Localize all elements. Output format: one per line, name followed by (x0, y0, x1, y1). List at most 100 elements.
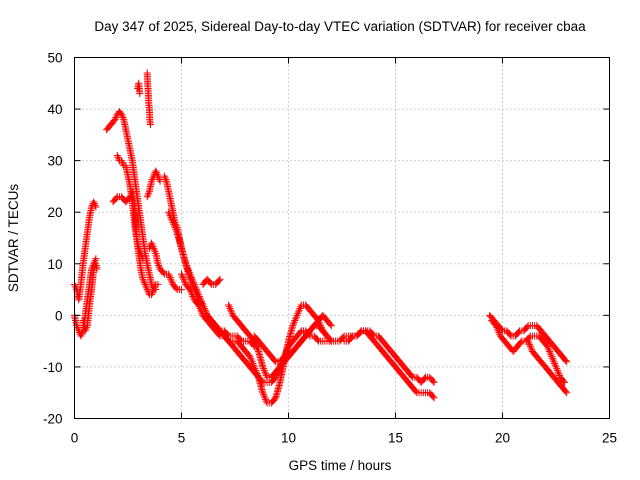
x-tick-label: 10 (281, 431, 296, 446)
data-point (188, 291, 196, 299)
data-point (171, 224, 179, 232)
data-point (227, 308, 235, 316)
y-tick-label: 50 (47, 51, 62, 66)
data-point (292, 313, 300, 321)
data-point (186, 275, 194, 283)
data-point (279, 354, 287, 362)
data-point (155, 263, 163, 271)
data-point (555, 370, 563, 378)
data-point (492, 322, 500, 330)
data-point (170, 220, 178, 228)
y-tick-labels: -20 -10 0 10 20 30 40 50 (43, 51, 63, 427)
series-satellite-track-7 (134, 79, 144, 98)
data-point (168, 215, 176, 223)
data-point (110, 117, 118, 125)
data-point (150, 284, 158, 292)
data-point (561, 378, 569, 386)
data-point (167, 275, 175, 283)
data-point (259, 363, 267, 371)
data-point (156, 177, 164, 185)
data-point (173, 227, 181, 235)
data-point (82, 325, 90, 333)
series-satellite-track-20 (488, 317, 569, 386)
data-point (295, 306, 303, 314)
data-point (165, 210, 173, 218)
data-point (189, 282, 197, 290)
data-point (136, 90, 144, 98)
data-point (148, 177, 156, 185)
data-point (168, 277, 176, 285)
data-point (551, 359, 559, 367)
series-satellite-track-14 (199, 275, 224, 288)
x-tick-label: 15 (388, 431, 403, 446)
data-point (206, 279, 214, 287)
data-point (170, 222, 178, 230)
data-point (526, 342, 534, 350)
data-point (493, 323, 501, 331)
data-point (259, 389, 267, 397)
series-satellite-track-9 (143, 167, 164, 201)
data-point (260, 366, 268, 374)
data-point (168, 217, 176, 225)
data-point (420, 375, 428, 383)
data-point (495, 329, 503, 337)
data-point (166, 274, 174, 282)
data-point (159, 269, 167, 277)
data-point (138, 253, 146, 261)
data-point (155, 262, 163, 270)
data-point (187, 277, 195, 285)
data-point (180, 275, 188, 283)
data-point (552, 363, 560, 371)
data-point (553, 366, 561, 374)
data-point (215, 277, 223, 285)
data-point (252, 368, 260, 376)
x-tick-label: 0 (71, 431, 79, 446)
y-tick-label: 20 (47, 205, 62, 220)
data-point (187, 279, 195, 287)
data-point (196, 304, 204, 312)
data-point (563, 358, 571, 366)
data-point (506, 331, 514, 339)
data-point (93, 265, 101, 273)
data-point (429, 393, 437, 401)
data-point (429, 377, 437, 385)
data-point (117, 109, 125, 117)
data-point (549, 356, 557, 364)
data-point (271, 356, 279, 364)
data-point (544, 344, 552, 352)
data-point (247, 354, 255, 362)
y-tick-label: -20 (43, 412, 63, 427)
data-point (144, 191, 152, 199)
data-point (194, 300, 202, 308)
data-point (160, 172, 168, 180)
data-point (140, 279, 148, 287)
grid-lines (74, 57, 610, 419)
data-point (294, 308, 302, 316)
data-point (515, 328, 523, 336)
data-point (326, 336, 334, 344)
x-tick-label: 5 (178, 431, 186, 446)
data-point (543, 342, 551, 350)
data-point (260, 392, 268, 400)
series-satellite-track-3 (79, 260, 101, 335)
data-point (517, 338, 525, 346)
data-point (291, 317, 299, 325)
series-satellite-track-18 (340, 327, 438, 386)
data-point (563, 389, 571, 397)
data-point (251, 365, 259, 373)
data-point (224, 336, 232, 344)
data-point (161, 174, 169, 182)
data-point (408, 372, 416, 380)
data-point (254, 372, 262, 380)
data-point (91, 201, 99, 209)
data-point (143, 286, 151, 294)
data-point (494, 325, 502, 333)
data-point (339, 333, 347, 341)
data-point (226, 304, 234, 312)
data-point (190, 294, 198, 302)
data-point (262, 397, 270, 405)
data-point (141, 280, 149, 288)
data-point (197, 306, 205, 314)
data-point (148, 241, 156, 249)
data-point (297, 303, 305, 311)
